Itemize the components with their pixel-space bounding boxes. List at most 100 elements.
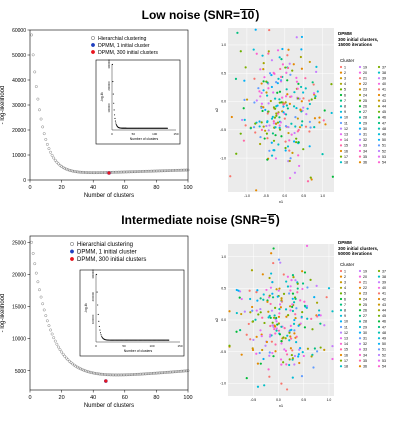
inset-point [100,334,102,336]
hierarchical-point [155,169,158,173]
y-tick-label: -1.0 [220,382,226,386]
x-tick-label: 20 [59,395,65,401]
cluster-point [280,340,283,343]
x-tick-label: 0.0 [282,194,287,198]
inset-y-tick-label: 300000 [91,269,95,279]
cluster-point [313,117,317,120]
hierarchical-point [145,372,149,376]
cluster-point [295,80,299,83]
cluster-point [303,271,307,274]
cluster-point [230,115,233,119]
cluster-point [309,176,312,179]
hierarchical-point [79,170,82,174]
inset-y-axis-label: -log-lik [84,303,88,313]
cluster-point [269,302,272,306]
cluster-point [270,154,274,157]
hierarchical-point [175,168,179,172]
legend-label: Hierarchial clustering [77,242,133,248]
cluster-point [251,320,254,323]
cluster-point [274,122,278,125]
cluster-point [293,171,297,174]
cluster-point [291,69,294,72]
cluster-point [276,82,279,85]
cluster-legend-marker [358,309,362,312]
hierarchical-point [131,373,135,376]
hierarchical-point [161,371,165,375]
cluster-legend-label: 32 [363,138,367,142]
cluster-legend-label: 28 [363,116,367,120]
cluster-point [288,102,291,106]
cluster-point [314,95,317,98]
cluster-point [255,352,258,355]
cluster-point [294,279,297,282]
cluster-point [240,312,243,316]
hierarchical-point [125,170,128,174]
x-tick-label: 60 [122,395,128,401]
cluster-legend-label: 51 [382,144,386,148]
legend-marker [91,50,95,54]
cluster-point [291,349,294,352]
cluster-point [299,55,302,59]
cluster-legend-label: 40 [382,82,386,86]
cluster-legend-marker [377,82,381,85]
cluster-legend-label: 26 [363,105,367,109]
cluster-legend-label: 42 [382,93,386,97]
cluster-point [272,91,275,94]
cluster-point [302,97,305,100]
hierarchical-point [132,170,136,174]
hierarchical-point [53,339,57,343]
cluster-point [264,344,267,347]
cluster-point [296,97,300,100]
inset-point [99,332,102,334]
cluster-legend-label: 46 [382,116,386,120]
cluster-point [268,124,271,127]
cluster-point [266,112,269,115]
x-tick-label: 40 [90,185,96,191]
cluster-point [311,328,314,331]
cluster-legend-marker [358,348,362,351]
hierarchical-point [102,171,106,174]
cluster-point [262,80,265,83]
cluster-legend-label: 5 [344,88,346,92]
cluster-point [295,341,298,344]
hierarchical-point [31,53,35,57]
cluster-point [319,346,322,349]
cluster-point [259,95,262,98]
hierarchical-point [164,169,168,173]
hierarchical-point [34,85,38,88]
cluster-scatter-low-noise: -1.0 -0.5 0.0 0.5 1.0 -1.0 -0.5 0.0 0.5 1.0 x1 x2 [214,28,334,204]
hierarchical-point [41,125,45,129]
cluster-point [308,130,311,133]
cluster-point [278,98,281,101]
cluster-legend-marker [377,269,381,273]
hierarchical-point [139,170,142,173]
cluster-point [269,324,272,328]
y-axis-label: x2 [214,317,219,322]
cluster-point [277,329,281,332]
hierarchical-point [82,171,86,174]
cluster-legend-label: 33 [363,144,367,148]
hierarchical-point [91,371,95,375]
cluster-point [302,106,305,109]
cluster-legend-label: 34 [363,353,367,357]
cluster-point [309,126,312,129]
cluster-legend-label: 12 [344,331,348,335]
cluster-legend-label: 44 [382,105,386,109]
cluster-point [260,91,263,95]
hierarchical-point [110,170,114,174]
x-axis-label: x1 [279,403,284,408]
inset-frame [79,269,185,357]
hierarchical-point [50,332,54,336]
cluster-point [301,270,304,273]
hierarchical-point [142,372,146,376]
cluster-point [300,100,303,103]
hierarchical-point [52,156,56,160]
cluster-point [249,127,252,130]
cluster-point [270,340,273,343]
cluster-point [274,134,277,137]
hierarchical-point [30,33,33,37]
inset-y-tick-label: 200000 [91,292,95,302]
hierarchical-point [172,370,176,374]
cluster-legend-label: 47 [382,121,386,125]
cluster-point [284,113,288,116]
